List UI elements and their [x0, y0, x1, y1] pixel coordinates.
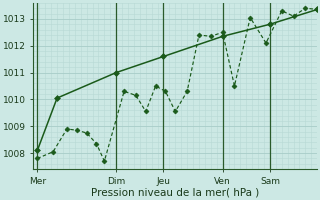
X-axis label: Pression niveau de la mer( hPa ): Pression niveau de la mer( hPa )	[91, 187, 260, 197]
